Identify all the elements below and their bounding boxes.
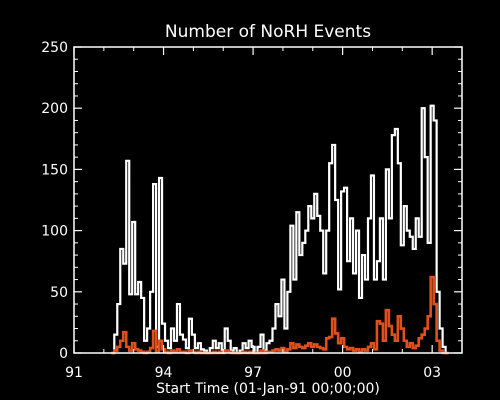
y-tick-label: 200 — [41, 101, 68, 117]
y-tick-label: 250 — [41, 40, 68, 56]
y-tick-label: 0 — [59, 346, 68, 362]
x-tick-label: 91 — [65, 365, 83, 381]
y-tick-label: 50 — [50, 285, 68, 301]
series-layer — [111, 104, 449, 355]
series-line-2 — [111, 275, 449, 355]
x-tick-label: 94 — [155, 365, 173, 381]
plot-area: 91 94 97 00 03 0 50 100 150 200 250 — [41, 40, 463, 381]
y-tick-label: 100 — [41, 224, 68, 240]
x-axis-title: Start Time (01-Jan-91 00;00;00) — [156, 381, 380, 397]
y-tick-label: 150 — [41, 162, 68, 178]
series-line-1 — [111, 104, 449, 355]
tick-layer: 91 94 97 00 03 0 50 100 150 200 250 — [41, 40, 463, 381]
chart-title: Number of NoRH Events — [165, 22, 371, 42]
x-tick-label: 00 — [334, 365, 352, 381]
x-tick-label: 97 — [244, 365, 262, 381]
x-tick-label: 03 — [423, 365, 441, 381]
plot-frame — [73, 46, 463, 354]
